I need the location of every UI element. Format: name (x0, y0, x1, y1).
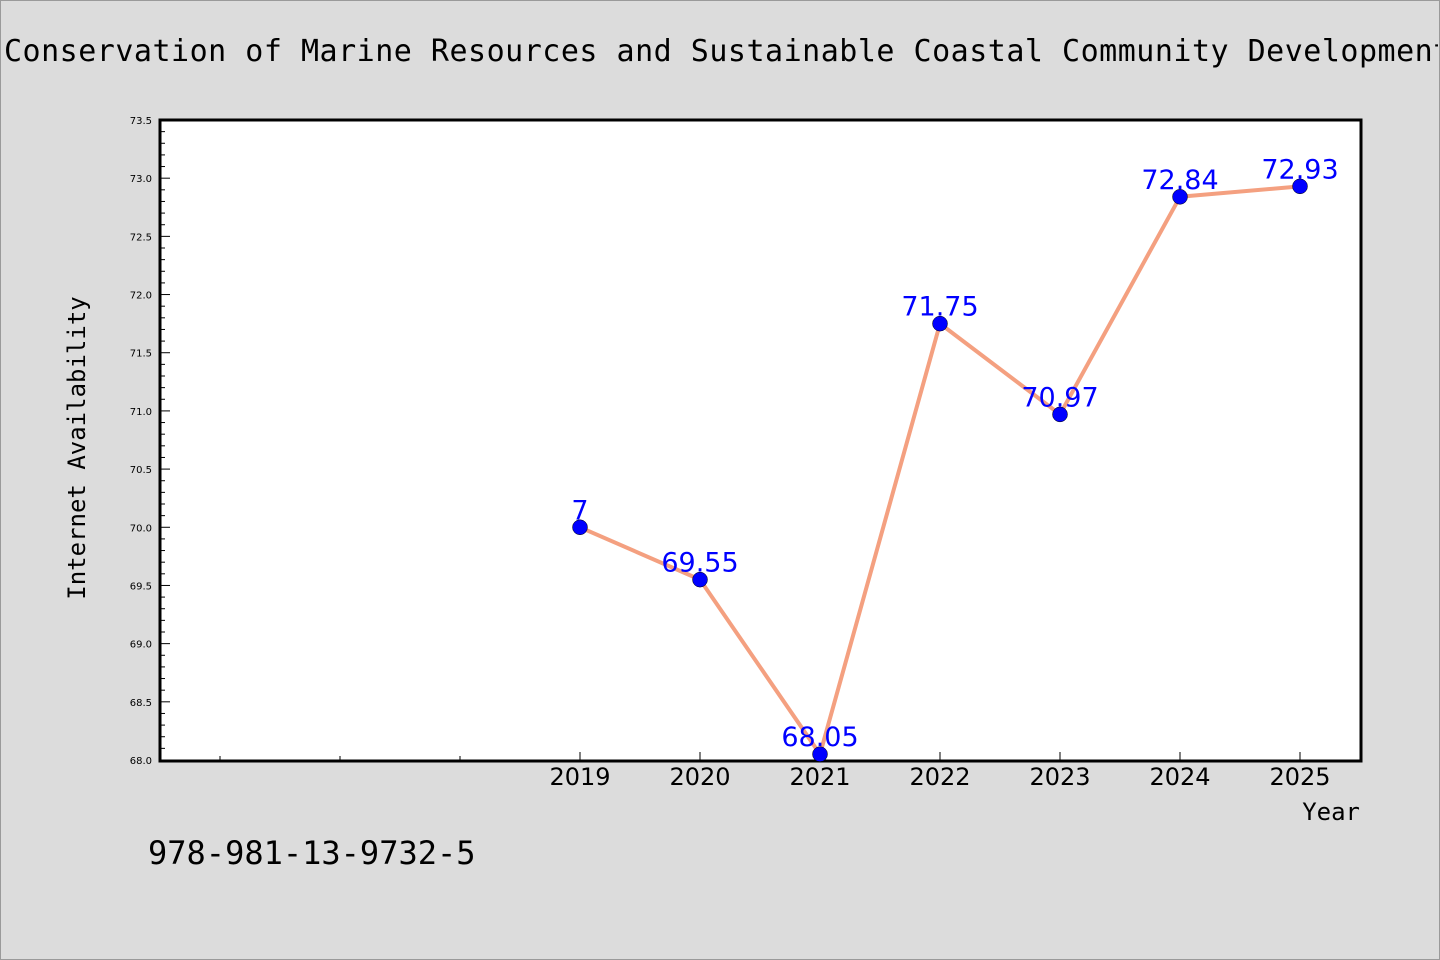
y-tick-label: 68.0 (130, 756, 152, 767)
x-tick-label: 2023 (1029, 763, 1090, 791)
y-axis-label: Internet Availability (63, 296, 91, 599)
data-point (1292, 178, 1308, 195)
y-axis: 68.0 68.5 69.0 69.5 70.0 70.5 71.0 71.5 72.0 72.5… (130, 116, 170, 767)
data-point (932, 315, 948, 332)
isbn-text: 978-981-13-9732-5 (148, 834, 476, 872)
data-point (692, 571, 708, 588)
data-point (1052, 406, 1068, 423)
data-label: 69.55 (661, 548, 738, 579)
y-tick-label: 73.0 (130, 174, 152, 185)
y-tick-label: 71.5 (130, 349, 152, 360)
data-label: 70.97 (1021, 382, 1098, 413)
y-tick-label: 72.5 (130, 232, 152, 243)
y-tick-label: 68.5 (130, 698, 152, 709)
x-tick-label: 2021 (789, 763, 850, 791)
x-tick-label: 2022 (909, 763, 970, 791)
data-label: 72.84 (1141, 165, 1218, 196)
data-label: 7 (571, 495, 588, 526)
x-tick-label: 2025 (1269, 763, 1330, 791)
y-tick-label: 69.0 (130, 640, 152, 651)
chart-title: Conservation of Marine Resources and Sus… (4, 34, 1438, 69)
y-tick-label: 70.5 (130, 465, 152, 476)
x-tick-label: 2019 (549, 763, 610, 791)
series-group: 7 69.55 68.05 71.75 70.97 72.84 72.93 (571, 154, 1339, 762)
data-point (1172, 189, 1188, 205)
data-label: 72.93 (1261, 154, 1338, 185)
x-tick-label: 2024 (1149, 763, 1210, 791)
data-label: 68.05 (781, 722, 858, 753)
data-label: 71.75 (901, 292, 978, 323)
x-tick-label: 2020 (669, 763, 730, 791)
data-point (572, 519, 588, 536)
y-tick-label: 69.5 (130, 581, 152, 592)
x-axis-label: Year (1302, 798, 1360, 826)
y-tick-label: 71.0 (130, 407, 152, 418)
y-tick-label: 70.0 (130, 523, 152, 534)
x-axis: 2019 2020 2021 2022 2023 2024 2025 (219, 752, 1331, 791)
plot-area (158, 118, 1363, 763)
data-point (812, 746, 828, 762)
y-tick-label: 73.5 (130, 116, 152, 127)
y-tick-label: 72.0 (130, 291, 152, 302)
